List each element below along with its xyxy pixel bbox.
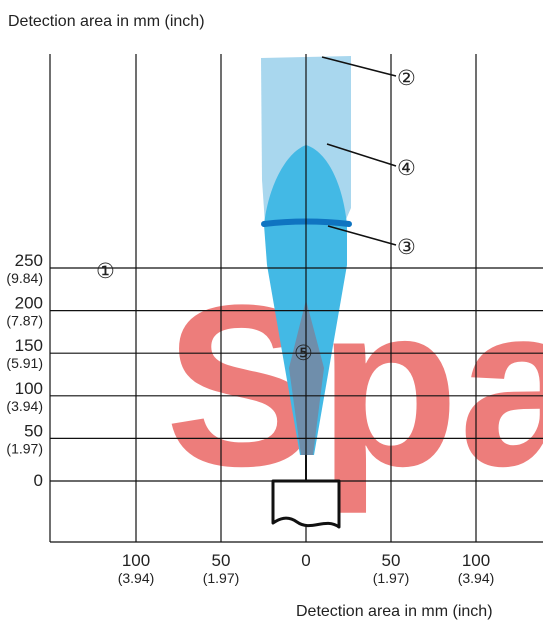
y-tick-label: 150 (15, 336, 43, 355)
x-axis-title: Detection area in mm (inch) (296, 603, 493, 620)
y-tick-label: 50 (24, 421, 43, 440)
y-tick-inch-label: (1.97) (6, 440, 43, 456)
y-tick-labels: 250(9.84) 200(7.87) 150(5.91) 100(3.94) 50(1… (6, 251, 43, 490)
y-axis-title: Detection area in mm (inch) (8, 13, 205, 30)
callout-4-leader (326, 143, 397, 167)
callout-4-marker: ④ (397, 157, 416, 180)
callout-2-leader (321, 56, 397, 77)
y-tick-label: 200 (15, 294, 43, 313)
y-tick-inch-label: (5.91) (6, 355, 43, 371)
y-tick-label: 100 (15, 379, 43, 398)
x-tick-labels: 100(3.94)50(1.97)0 50(1.97)100(3.94) (118, 551, 495, 586)
y-tick-label: 0 (34, 471, 43, 490)
callout-3-leader (327, 225, 397, 246)
callout-1-marker: ① (96, 260, 115, 283)
x-tick-inch-label: (1.97) (373, 570, 410, 586)
callout-2-marker: ② (397, 67, 416, 90)
x-tick-inch-label: (3.94) (458, 570, 495, 586)
watermark-text: Spa (165, 257, 543, 514)
y-tick-inch-label: (3.94) (6, 398, 43, 414)
x-tick-inch-label: (3.94) (118, 570, 155, 586)
callout-3-marker: ③ (397, 236, 416, 259)
sensor-icon (271, 479, 341, 529)
x-tick-label: 100 (462, 551, 490, 570)
y-tick-inch-label: (9.84) (6, 270, 43, 286)
y-tick-label: 250 (15, 251, 43, 270)
callout-5-marker: ⑤ (294, 342, 313, 365)
x-tick-inch-label: (1.97) (203, 570, 240, 586)
y-tick-inch-label: (7.87) (6, 313, 43, 329)
x-tick-label: 0 (301, 551, 310, 570)
x-tick-label: 50 (382, 551, 401, 570)
x-tick-label: 50 (212, 551, 231, 570)
x-tick-label: 100 (122, 551, 150, 570)
